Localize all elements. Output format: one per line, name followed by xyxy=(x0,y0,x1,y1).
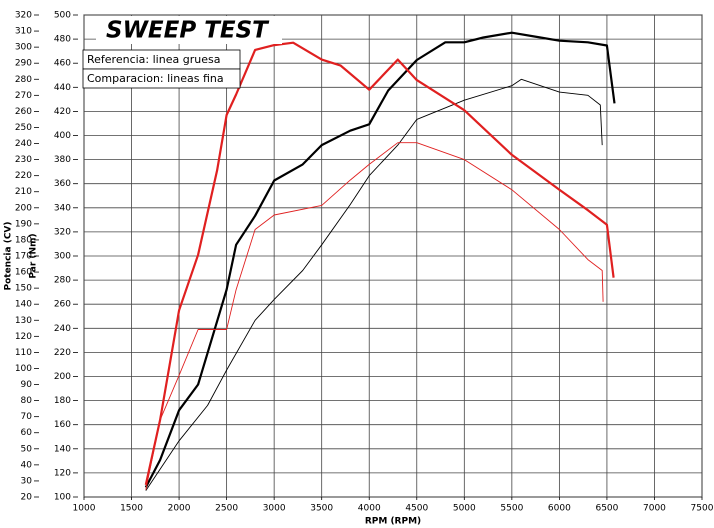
y2-tick-label: 120 xyxy=(54,468,71,478)
x-tick-label: 4500 xyxy=(405,504,428,514)
series-line xyxy=(145,78,603,491)
y-axis-title: Potencia (CV) xyxy=(4,221,14,290)
y-tick-label: 20 xyxy=(21,493,33,503)
y2-tick-label: 160 xyxy=(54,420,71,430)
y2-tick-label: 200 xyxy=(54,372,71,382)
y-tick-label: 270 xyxy=(15,91,32,101)
y-tick-label: 220 xyxy=(15,171,32,181)
y-tick-label: 100 xyxy=(15,364,32,374)
legend-note: Comparacion: lineas fina xyxy=(87,72,224,85)
x-tick-label: 5500 xyxy=(500,504,523,514)
y-tick-label: 150 xyxy=(15,284,32,294)
x-tick-label: 2000 xyxy=(168,504,191,514)
y-tick-label: 40 xyxy=(21,460,33,470)
y2-axis-title: Par (Nm) xyxy=(29,233,39,278)
x-tick-label: 7500 xyxy=(691,504,714,514)
series-line xyxy=(144,41,615,486)
title-background xyxy=(96,16,282,44)
y-tick-label: 200 xyxy=(15,203,32,213)
x-tick-label: 3000 xyxy=(263,504,286,514)
grid xyxy=(83,14,703,498)
y2-tick-label: 460 xyxy=(54,59,71,69)
y-tick-label: 60 xyxy=(21,428,33,438)
x-tick-label: 1500 xyxy=(120,504,143,514)
lines xyxy=(144,31,616,491)
legend-box xyxy=(82,68,241,89)
y2-tick-label: 380 xyxy=(54,155,71,165)
y-tick-label: 290 xyxy=(15,59,32,69)
y-tick-label: 70 xyxy=(21,412,33,422)
x-tick-label: 7000 xyxy=(643,504,666,514)
y-tick-label: 190 xyxy=(15,219,32,229)
y-tick-label: 280 xyxy=(15,75,32,85)
y-tick-label: 120 xyxy=(15,332,32,342)
y-tick-label: 250 xyxy=(15,123,32,133)
y2-tick-label: 220 xyxy=(54,348,71,358)
y2-tick-label: 140 xyxy=(54,444,71,454)
y2-tick-label: 280 xyxy=(54,276,71,286)
y-tick-label: 170 xyxy=(15,252,32,262)
x-axis-title: RPM (RPM) xyxy=(365,517,421,527)
series-line xyxy=(145,142,604,490)
y2-tick-label: 440 xyxy=(54,83,71,93)
y-tick-label: 180 xyxy=(15,235,32,245)
x-tick-label: 5000 xyxy=(453,504,476,514)
x-tick-label: 1000 xyxy=(73,504,96,514)
y2-tick-label: 180 xyxy=(54,396,71,406)
y-tick-label: 300 xyxy=(15,43,32,53)
y-tick-label: 230 xyxy=(15,155,32,165)
x-tick-label: 6500 xyxy=(595,504,618,514)
y2-tick-label: 240 xyxy=(54,324,71,334)
y2-tick-label: 480 xyxy=(54,35,71,45)
chart-title: SWEEP TEST xyxy=(106,18,270,44)
y-tick-label: 320 xyxy=(15,11,32,21)
y2-tick-label: 320 xyxy=(54,227,71,237)
series-line xyxy=(144,31,616,488)
y-tick-label: 110 xyxy=(15,348,32,358)
y-tick-label: 160 xyxy=(15,268,32,278)
legend-note: Referencia: linea gruesa xyxy=(87,53,220,66)
y-tick-label: 140 xyxy=(15,300,32,310)
x-tick-label: 3500 xyxy=(310,504,333,514)
y2-tick-label: 420 xyxy=(54,107,71,117)
y2-tick-label: 360 xyxy=(54,179,71,189)
y-tick-label: 210 xyxy=(15,187,32,197)
y-tick-label: 80 xyxy=(21,396,33,406)
y2-tick-label: 100 xyxy=(54,493,71,503)
y2-tick-label: 400 xyxy=(54,131,71,141)
y-tick-label: 130 xyxy=(15,316,32,326)
y-tick-label: 260 xyxy=(15,107,32,117)
y2-tick-label: 260 xyxy=(54,300,71,310)
y-tick-label: 310 xyxy=(15,27,32,37)
y2-tick-label: 500 xyxy=(54,11,71,21)
x-tick-label: 4000 xyxy=(358,504,381,514)
y-tick-label: 30 xyxy=(21,476,33,486)
x-tick-label: 2500 xyxy=(215,504,238,514)
y2-tick-label: 340 xyxy=(54,203,71,213)
x-tick-label: 6000 xyxy=(548,504,571,514)
y-tick-label: 50 xyxy=(21,444,33,454)
y-tick-label: 240 xyxy=(15,139,32,149)
y2-tick-label: 300 xyxy=(54,252,71,262)
y-tick-label: 90 xyxy=(21,380,33,390)
